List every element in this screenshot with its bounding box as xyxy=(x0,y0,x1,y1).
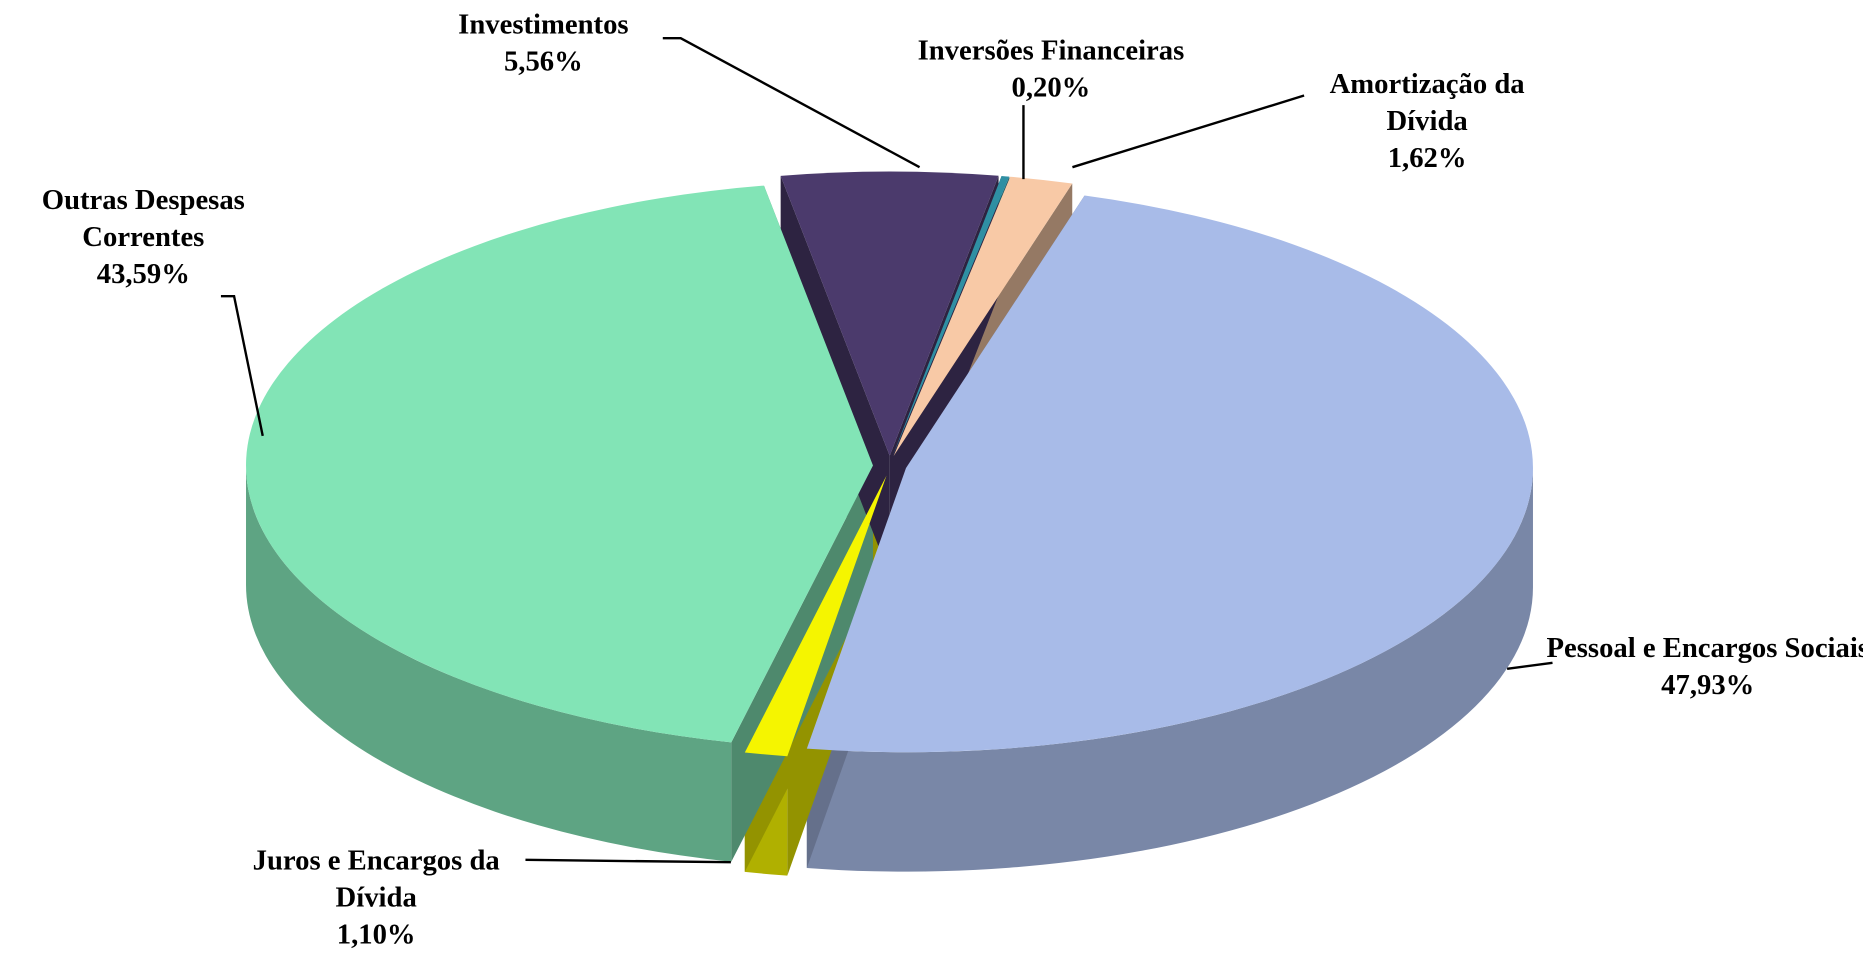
value-label: 47,93% xyxy=(1661,669,1755,702)
slice xyxy=(893,176,1073,457)
label-box: Amortização da Dívida 1,62% xyxy=(1329,69,1525,175)
leader-line xyxy=(220,294,264,437)
slice xyxy=(246,185,873,743)
value-label: 0,20% xyxy=(1011,72,1091,104)
value-label: 43,59% xyxy=(96,259,190,291)
pie-tops xyxy=(246,171,1533,757)
slice-side xyxy=(246,465,732,862)
category-label: Amortização da Dívida xyxy=(1329,69,1525,138)
category-label: Outras Despesas Correntes xyxy=(41,185,245,254)
slice xyxy=(806,195,1533,753)
label-box: Inversões Financeiras 0,20% xyxy=(917,35,1185,104)
value-label: 1,10% xyxy=(336,919,416,951)
value-label: 5,56% xyxy=(503,46,583,78)
category-label: Juros e Encargos da Dívida xyxy=(252,845,500,914)
category-label: Pessoal e Encargos Sociais xyxy=(1546,632,1863,664)
leader-lines xyxy=(220,37,1553,864)
leader-line xyxy=(662,37,921,169)
category-label: Inversões Financeiras xyxy=(917,35,1185,67)
label-box: Pessoal e Encargos Sociais 47,93% xyxy=(1546,632,1863,702)
label-box: Investimentos 5,56% xyxy=(458,9,629,78)
slice xyxy=(780,171,999,456)
leader-line xyxy=(1072,94,1305,169)
leader-line xyxy=(525,858,731,864)
value-label: 1,62% xyxy=(1387,143,1467,175)
category-label: Investimentos xyxy=(458,9,629,41)
slice xyxy=(744,475,887,757)
slice xyxy=(892,175,1010,456)
slice-side xyxy=(806,467,1533,872)
leader-line xyxy=(1506,661,1553,670)
label-box: Juros e Encargos da Dívida 1,10% xyxy=(252,845,500,951)
label-box: Outras Despesas Correntes 43,59% xyxy=(41,185,245,291)
